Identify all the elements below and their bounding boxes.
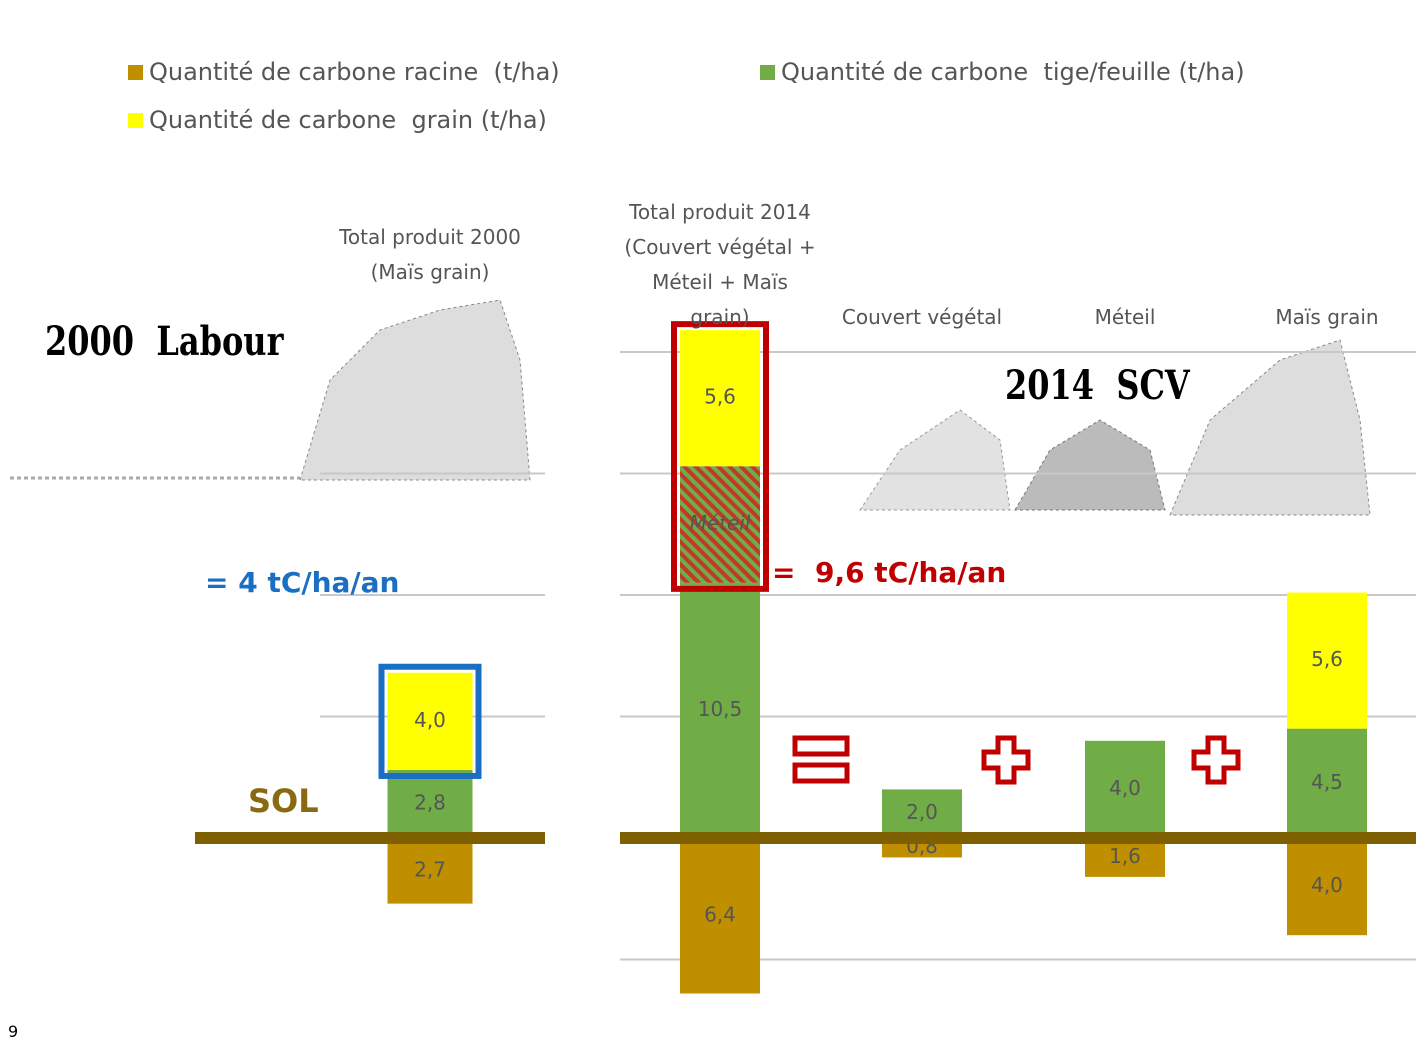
bar-segment: [1085, 740, 1165, 838]
value-label: 5,6: [1311, 647, 1343, 671]
bar-segment: [882, 789, 962, 838]
segment-label: Méteil: [690, 511, 751, 535]
legend-label: Quantité de carbone racine (t/ha): [149, 58, 560, 86]
bar-segment: [680, 330, 760, 467]
legend-entry: Quantité de carbone racine (t/ha): [128, 58, 560, 86]
legend-swatch: [760, 64, 775, 80]
soil-label: SOL: [248, 782, 319, 820]
legend-entry: Quantité de carbone tige/feuille (t/ha): [760, 58, 1245, 86]
panel-title: 2000 Labour: [45, 318, 284, 365]
plant-illustration: [1169, 339, 1371, 516]
plant-illustration: [299, 299, 531, 481]
legend-label: Quantité de carbone tige/feuille (t/ha): [781, 58, 1245, 86]
category-label: Maïs grain: [1275, 305, 1379, 329]
total-annotation: = 9,6 tC/ha/an: [772, 556, 1007, 589]
bar-segment: [680, 466, 760, 583]
value-label: 5,6: [704, 385, 736, 409]
value-label: 4,0: [1109, 776, 1141, 800]
legend-label: Quantité de carbone grain (t/ha): [149, 106, 547, 134]
plus-sign: [1191, 735, 1241, 785]
highlight-box: [671, 321, 769, 592]
plant-illustration: [859, 409, 1011, 511]
legend-entry: Quantité de carbone grain (t/ha): [128, 106, 547, 134]
category-label: Méteil: [1094, 305, 1156, 329]
legend-swatch: [128, 112, 143, 128]
bar-segment: [387, 672, 473, 770]
total-annotation: = 4 tC/ha/an: [205, 566, 400, 599]
value-label: 6,4: [704, 902, 736, 926]
value-label: 1,6: [1109, 844, 1141, 868]
bar-segment: [680, 582, 760, 838]
value-label: 2,8: [414, 790, 446, 814]
legend-swatch: [128, 64, 143, 80]
category-label: Total produit 2000 (Maïs grain): [339, 225, 521, 284]
bar-segment: [387, 769, 473, 838]
value-label: 10,5: [698, 697, 743, 721]
panel-title: 2014 SCV: [1005, 362, 1190, 409]
bar-segment: [680, 838, 760, 994]
bar-segment: [387, 838, 473, 904]
value-label: 2,0: [906, 800, 938, 824]
plus-sign: [981, 735, 1031, 785]
value-label: 4,0: [414, 708, 446, 732]
category-label: Couvert végétal: [841, 305, 1003, 329]
page-number: 9: [8, 1022, 19, 1041]
value-label: 4,5: [1311, 770, 1343, 794]
bar-segment: [1287, 728, 1367, 838]
equals-sign: [792, 735, 850, 784]
highlight-box: [378, 663, 482, 779]
value-label: 4,0: [1311, 873, 1343, 897]
value-label: 2,7: [414, 857, 446, 881]
bar-segment: [1287, 838, 1367, 936]
bar-segment: [1085, 838, 1165, 877]
category-label: Total produit 2014 (Couvert végétal + Mé…: [624, 200, 816, 329]
plant-illustration: [1014, 419, 1166, 511]
bar-segment: [1287, 592, 1367, 729]
